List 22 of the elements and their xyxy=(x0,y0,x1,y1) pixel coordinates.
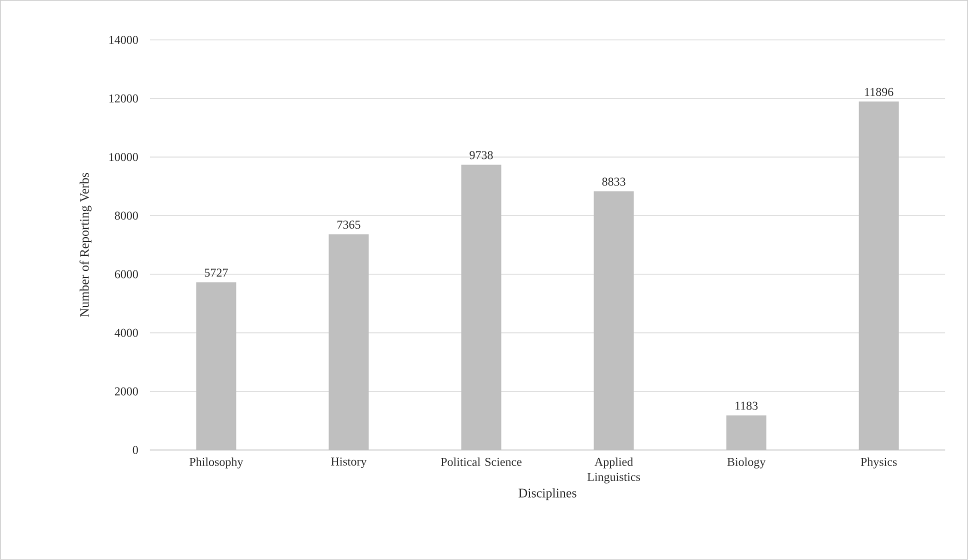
y-tick-label: 4000 xyxy=(114,328,138,337)
data-label: 8833 xyxy=(602,178,626,186)
y-tick-label: 12000 xyxy=(109,94,138,103)
data-label: 7365 xyxy=(338,220,360,229)
y-axis-title: Number of Reporting Verbs xyxy=(80,173,92,318)
y-tick-label: 8000 xyxy=(114,212,138,220)
y-tick-label: 0 xyxy=(132,446,138,454)
x-axis-title: Disciplines xyxy=(518,488,576,500)
y-tick-label: 6000 xyxy=(114,270,138,278)
x-tick-label: Applied Linguistics xyxy=(587,458,640,484)
x-tick-label: Philosophy xyxy=(190,458,244,468)
y-tick-label: 10000 xyxy=(109,153,138,162)
data-label: 11896 xyxy=(865,88,894,96)
x-tick-label: Physics xyxy=(860,458,897,468)
y-tick-label: 2000 xyxy=(114,387,138,396)
data-label: 5727 xyxy=(204,268,228,277)
x-tick-label: Biology xyxy=(727,458,766,468)
x-tick-label: Political Science xyxy=(440,458,522,466)
data-label: 9738 xyxy=(470,151,493,160)
x-tick-label: History xyxy=(331,458,367,468)
y-tick-label: 14000 xyxy=(109,36,138,44)
data-label: 1183 xyxy=(736,402,758,410)
